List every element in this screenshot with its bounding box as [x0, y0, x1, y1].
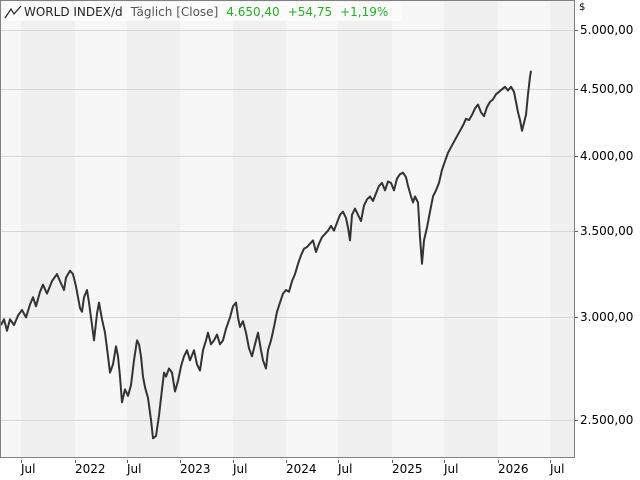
- x-tick-label: 2022: [75, 462, 106, 476]
- chart-legend: WORLD INDEX/d Täglich [Close] 4.650,40 +…: [2, 2, 403, 21]
- x-tick-label: Jul: [444, 462, 459, 476]
- x-tick-label: Jul: [550, 462, 565, 476]
- x-tick-label: Jul: [233, 462, 248, 476]
- x-axis-ticks: [21, 460, 551, 463]
- x-tick-label: 2024: [286, 462, 317, 476]
- x-tick-label: Jul: [127, 462, 142, 476]
- last-price: 4.650,40: [226, 4, 280, 19]
- currency-label: $: [579, 2, 586, 13]
- x-tick-label: 2023: [180, 462, 211, 476]
- y-tick-label: 3.000,00: [580, 309, 634, 324]
- x-tick-label: Jul: [338, 462, 353, 476]
- line-chart-icon: [4, 5, 22, 18]
- plot-border: [0, 0, 575, 458]
- y-tick-label: 4.500,00: [580, 81, 634, 96]
- y-axis-ticks: [575, 30, 578, 421]
- instrument-name: WORLD INDEX/d: [24, 4, 123, 19]
- background-bands: [1, 1, 574, 458]
- y-tick-label: 5.000,00: [580, 22, 634, 37]
- y-tick-label: 2.500,00: [580, 412, 634, 427]
- y-tick-label: 4.000,00: [580, 148, 634, 163]
- x-tick-label: 2025: [392, 462, 423, 476]
- period-label: Täglich [Close]: [130, 4, 219, 19]
- price-change: +54,75: [287, 4, 333, 19]
- price-change-pct: +1,19%: [340, 4, 389, 19]
- y-tick-label: 3.500,00: [580, 223, 634, 238]
- x-tick-label: Jul: [21, 462, 36, 476]
- price-line: [0, 70, 532, 440]
- x-tick-label: 2026: [498, 462, 529, 476]
